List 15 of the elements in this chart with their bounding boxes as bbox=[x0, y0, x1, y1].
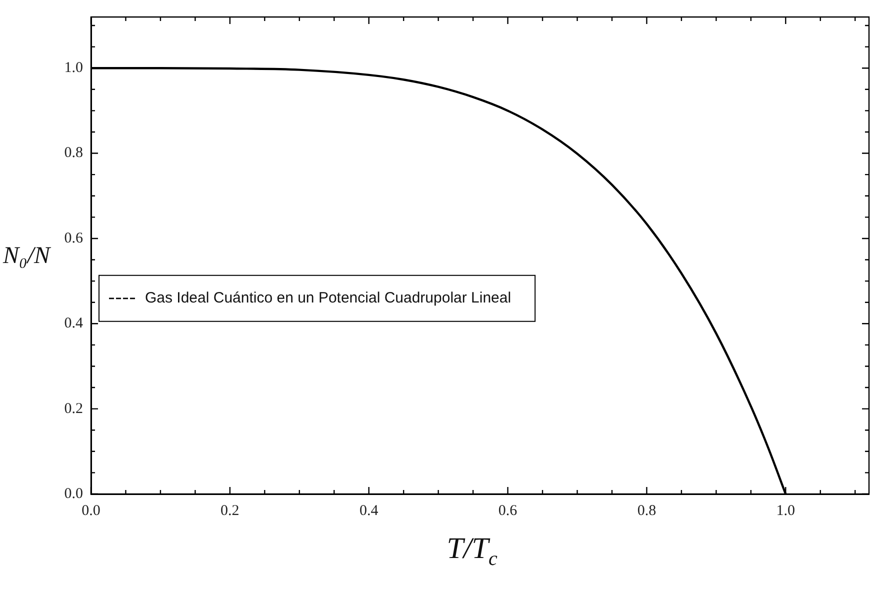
y-tick-label: 0.0 bbox=[64, 486, 83, 502]
x-tick-label: 0.2 bbox=[220, 502, 240, 519]
x-axis-title: T/T$_{c}$ bbox=[446, 532, 498, 570]
x-tick-label: 0.4 bbox=[359, 502, 379, 519]
x-tick-label: 0.0 bbox=[82, 502, 100, 519]
y-tick-label: 0.8 bbox=[64, 145, 83, 162]
legend-label: Gas Ideal Cuántico en un Potencial Cuadrupolar Lineal bbox=[145, 290, 512, 307]
x-tick-label: 0.6 bbox=[498, 502, 518, 519]
x-tick-label: 1.0 bbox=[776, 502, 796, 519]
x-tick-label: 0.8 bbox=[637, 502, 656, 519]
y-tick-label: 0.6 bbox=[64, 230, 84, 246]
y-tick-label: 1.0 bbox=[64, 60, 83, 76]
y-tick-label: 0.4 bbox=[64, 316, 84, 332]
y-axis-title: N₀/N bbox=[3, 242, 50, 269]
y-tick-label: 0.2 bbox=[64, 400, 83, 417]
